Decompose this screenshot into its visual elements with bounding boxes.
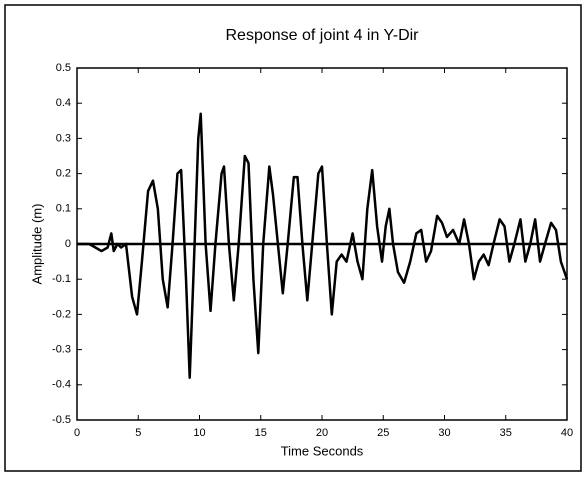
x-tick-label: 20 [316,427,328,439]
y-tick-label: 0.5 [56,62,71,74]
x-tick-label: 25 [377,427,389,439]
y-tick-label: -0.2 [52,308,71,320]
y-tick-label: 0.4 [56,97,71,109]
x-tick-label: 30 [438,427,450,439]
x-tick-label: 35 [500,427,512,439]
chart-title: Response of joint 4 in Y-Dir [226,27,420,44]
y-tick-label: 0 [65,238,71,250]
x-tick-label: 15 [255,427,267,439]
frame [4,4,582,472]
y-tick-label: -0.5 [52,414,71,426]
y-tick-label: -0.1 [52,273,71,285]
y-tick-label: -0.4 [52,379,71,391]
y-tick-label: 0.1 [56,203,71,215]
data-line [77,112,569,380]
x-tick-label: 0 [74,427,80,439]
x-tick-label: 10 [193,427,205,439]
x-tick-label: 5 [135,427,141,439]
y-tick-label: 0.3 [56,132,71,144]
y-axis-label: Amplitude (m) [29,204,44,285]
y-tick-label: 0.2 [56,168,71,180]
x-tick-label: 40 [561,427,573,439]
x-axis-label: Time Seconds [281,443,364,458]
y-tick-label: -0.3 [52,344,71,356]
